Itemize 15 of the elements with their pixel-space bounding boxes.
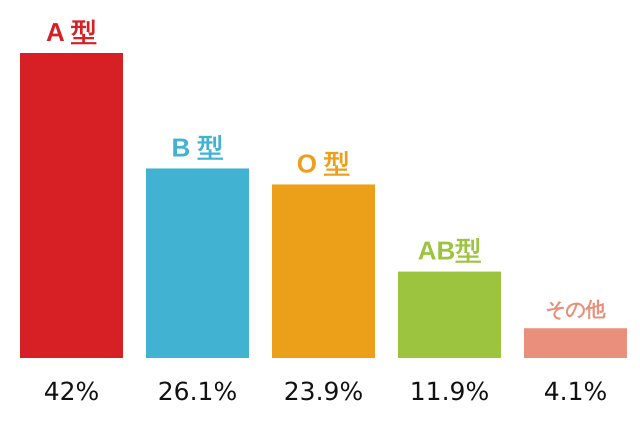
bar [20,53,123,358]
bar [524,328,627,358]
data-label: 4.1% [544,377,608,406]
data-label: 26.1% [158,377,238,406]
bar [272,184,375,358]
x-tick-label: A 型 [46,17,98,47]
x-tick-label: O 型 [296,148,350,178]
x-tick-label: AB型 [418,236,482,266]
x-tick-label: その他 [546,299,606,322]
x-tick-label: B 型 [172,132,224,162]
data-label: 11.9% [410,377,490,406]
data-label: 23.9% [284,377,364,406]
bar [146,168,249,358]
data-label: 42% [44,377,100,406]
bar [398,272,501,358]
